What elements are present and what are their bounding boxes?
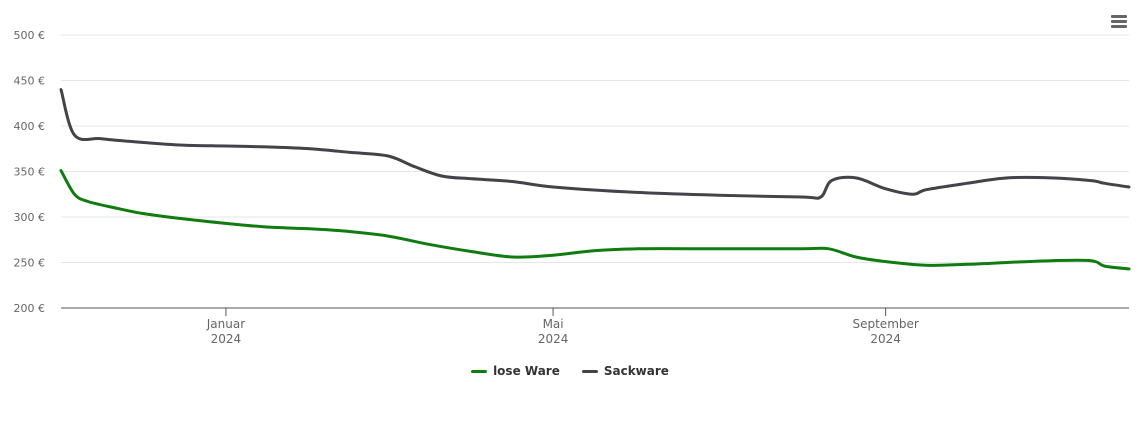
x-tick-label-year: 2024	[870, 332, 901, 346]
legend-item-sackware[interactable]: Sackware	[581, 364, 669, 378]
series-lines	[59, 88, 1131, 271]
x-tick-label-month: September	[852, 317, 918, 331]
legend: lose Ware Sackware	[0, 364, 1140, 378]
legend-swatch-sackware	[581, 369, 598, 373]
y-tick-label: 500 €	[14, 29, 46, 42]
y-axis: 200 € 250 € 300 € 350 € 400 € 450 € 500 €	[14, 29, 46, 315]
y-tick-label: 400 €	[14, 120, 46, 133]
x-tick-label-month: Mai	[543, 317, 564, 331]
x-tick-label-year: 2024	[211, 332, 242, 346]
legend-item-lose-ware[interactable]: lose Ware	[471, 364, 560, 378]
y-tick-label: 350 €	[14, 166, 46, 179]
grid-lines	[61, 34, 1129, 263]
y-tick-label: 250 €	[14, 257, 46, 270]
y-tick-label: 200 €	[14, 302, 46, 315]
legend-label-lose-ware: lose Ware	[493, 364, 560, 378]
x-tick-label-year: 2024	[538, 332, 569, 346]
x-tick-label-month: Januar	[206, 317, 245, 331]
series-line-lose-ware[interactable]	[59, 169, 1131, 271]
legend-label-sackware: Sackware	[603, 364, 669, 378]
hamburger-menu-icon[interactable]	[1108, 12, 1130, 32]
y-tick-label: 300 €	[14, 211, 46, 224]
legend-swatch-lose-ware	[471, 369, 488, 373]
series-line-sackware[interactable]	[59, 88, 1131, 200]
y-tick-label: 450 €	[14, 75, 46, 88]
